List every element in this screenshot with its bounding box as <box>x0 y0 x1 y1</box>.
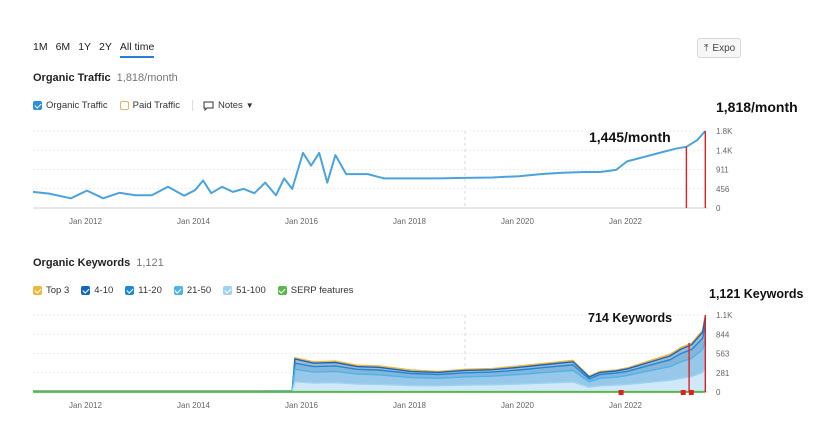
export-button[interactable]: ⤒ Expo <box>697 38 741 58</box>
y-tick-label: 844 <box>716 330 730 339</box>
organic-keywords-label: Organic Keywords <box>33 257 131 269</box>
legend-4-10-label: 4-10 <box>94 285 114 296</box>
checkbox-checked-icon <box>223 286 233 295</box>
notes-label: Notes <box>217 100 243 111</box>
legend-serp-features-label: SERP features <box>290 285 354 296</box>
organic-keywords-value: 1,121 <box>136 257 164 269</box>
keywords-area-51-100 <box>33 367 706 392</box>
legend-21-50-label: 21-50 <box>186 285 212 296</box>
y-tick-label: 0 <box>716 204 721 213</box>
x-tick-label: Jan 2018 <box>393 217 426 226</box>
traffic-legend: Organic Traffic Paid Traffic Notes ▼ <box>33 100 266 111</box>
legend-51-100[interactable]: 51-100 <box>223 285 266 296</box>
x-tick-label: Jan 2012 <box>69 217 102 226</box>
keywords-series-51-100 <box>33 366 706 393</box>
legend-51-100-label: 51-100 <box>236 285 266 296</box>
upload-icon: ⤒ <box>704 42 709 54</box>
range-1y-button[interactable]: 1Y <box>78 41 92 53</box>
notes-dropdown[interactable]: Notes ▼ <box>191 100 254 111</box>
keywords-series-11-20 <box>33 324 706 392</box>
checkbox-checked-icon <box>33 286 42 295</box>
checkbox-checked-icon <box>33 101 42 110</box>
legend-paid-traffic-label: Paid Traffic <box>132 100 180 111</box>
range-6m-button[interactable]: 6M <box>55 41 71 53</box>
legend-serp-features[interactable]: SERP features <box>277 285 354 296</box>
x-tick-label: Jan 2020 <box>501 217 534 226</box>
traffic-mid-annotation: 1,445/month <box>589 129 671 145</box>
x-tick-label: Jan 2012 <box>69 401 102 410</box>
y-tick-label: 0 <box>716 388 721 397</box>
y-tick-label: 281 <box>716 369 730 378</box>
y-tick-label: 456 <box>716 185 730 194</box>
legend-11-20-label: 11-20 <box>138 285 162 296</box>
organic-traffic-label: Organic Traffic <box>33 72 111 84</box>
checkbox-checked-icon <box>125 286 135 295</box>
range-2y-button[interactable]: 2Y <box>99 41 112 53</box>
range-1m-button[interactable]: 1M <box>33 41 48 53</box>
legend-21-50[interactable]: 21-50 <box>173 285 212 296</box>
comment-icon <box>203 101 214 111</box>
organic-traffic-title: Organic Traffic 1,818/month <box>33 72 178 84</box>
x-tick-label: Jan 2018 <box>393 401 426 410</box>
organic-keywords-title: Organic Keywords 1,121 <box>33 257 164 269</box>
keywords-series-21-50 <box>33 338 706 393</box>
x-tick-label: Jan 2016 <box>285 401 318 410</box>
time-range-selector: 1M 6M 1Y 2Y All time <box>33 41 162 58</box>
y-tick-label: 563 <box>716 350 730 359</box>
organic-traffic-value: 1,818/month <box>116 72 178 84</box>
y-tick-label: 1.1K <box>716 311 733 320</box>
checkbox-unchecked-icon <box>119 101 129 110</box>
chevron-down-icon: ▼ <box>245 101 254 110</box>
traffic-end-annotation: 1,818/month <box>716 99 798 115</box>
y-tick-label: 1.4K <box>716 146 733 155</box>
y-tick-label: 911 <box>716 166 729 175</box>
x-tick-label: Jan 2022 <box>609 401 642 410</box>
keywords-legend: Top 3 4-10 11-20 21-50 51-100 SERP featu… <box>33 285 365 296</box>
x-tick-label: Jan 2014 <box>177 217 210 226</box>
checkbox-checked-icon <box>277 286 287 295</box>
y-tick-label: 1.8K <box>716 127 733 136</box>
note-flag-icon <box>680 390 686 395</box>
x-tick-label: Jan 2022 <box>609 217 642 226</box>
keywords-series-top-3 <box>33 314 706 392</box>
legend-top3-label: Top 3 <box>46 285 70 296</box>
legend-4-10[interactable]: 4-10 <box>81 285 113 296</box>
organic-traffic-series <box>32 130 707 200</box>
keywords-end-annotation: 1,121 Keywords <box>709 287 804 301</box>
note-flag-icon <box>618 390 624 395</box>
x-tick-label: Jan 2020 <box>501 401 534 410</box>
note-flag-icon <box>688 390 694 395</box>
export-label: Expo <box>712 42 736 54</box>
keywords-mid-annotation: 714 Keywords <box>588 311 673 325</box>
keywords-area-21-50 <box>33 338 706 392</box>
legend-organic-traffic-label: Organic Traffic <box>46 100 108 111</box>
legend-11-20[interactable]: 11-20 <box>125 285 162 296</box>
checkbox-checked-icon <box>81 286 91 295</box>
legend-top3[interactable]: Top 3 <box>33 285 69 296</box>
x-tick-label: Jan 2014 <box>177 401 210 410</box>
checkbox-checked-icon <box>173 286 183 295</box>
keywords-series-4-10 <box>33 316 706 392</box>
range-all-time-button[interactable]: All time <box>119 41 155 58</box>
x-tick-label: Jan 2016 <box>285 217 318 226</box>
legend-paid-traffic[interactable]: Paid Traffic <box>119 100 180 111</box>
legend-organic-traffic[interactable]: Organic Traffic <box>33 100 108 111</box>
